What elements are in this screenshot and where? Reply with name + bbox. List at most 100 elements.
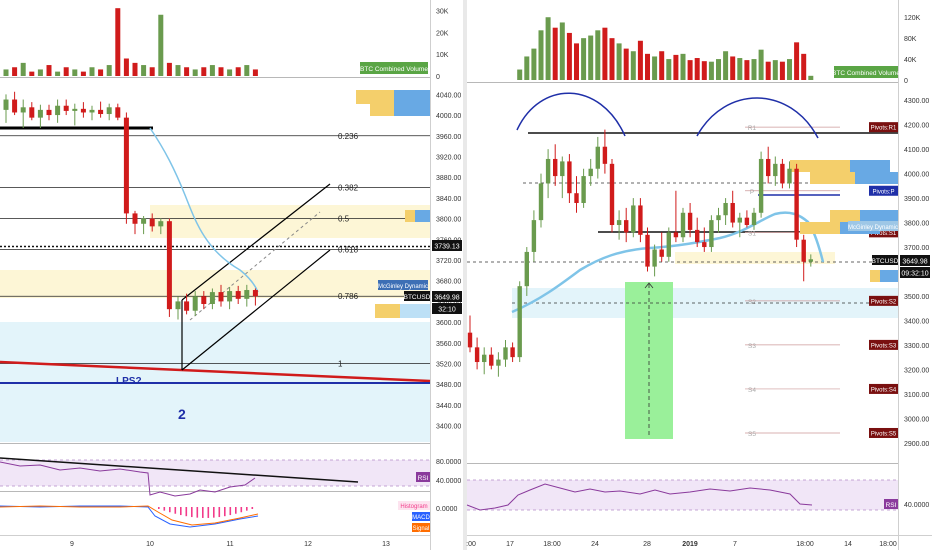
candle-body (20, 107, 26, 113)
pivot-tag-bg (869, 227, 898, 238)
pivot-tag: Pivots:S3 (871, 343, 897, 349)
candle-body (467, 332, 473, 348)
candle-body (787, 168, 792, 184)
volume-bar (616, 43, 622, 80)
candle-body (524, 251, 529, 287)
histogram-bar (229, 507, 232, 516)
candle-body (141, 218, 147, 224)
volume-bar (29, 71, 35, 76)
volume-profile-bar (375, 304, 400, 318)
pivot-tag-bg (869, 383, 898, 394)
pivot-tag-bg (869, 185, 898, 196)
volume-profile-bar (394, 104, 430, 116)
price-axis-label: 4000.00 (904, 172, 929, 179)
channel-lower-line (181, 249, 331, 371)
volume-profile-bar (800, 222, 840, 234)
right-mcginley-line (511, 211, 825, 314)
candle-body (758, 158, 764, 213)
candle-body (751, 212, 757, 226)
histogram-bar (235, 507, 237, 514)
volume-bar (545, 17, 551, 80)
candle-body (560, 161, 565, 177)
left-candles (3, 91, 258, 320)
rsi-trendline (0, 457, 359, 483)
candle-body (3, 99, 9, 110)
candle-body (517, 286, 522, 358)
candle-body (538, 183, 544, 221)
right-price-tag: BTCUSD 3649.98 09:32:10 (872, 255, 930, 278)
right-time-axis[interactable]: :00 17 18:00 24 28 2019 7 18:00 14 18:00 (466, 541, 897, 548)
candle-body (652, 249, 657, 267)
price-axis-label: 3920.00 (436, 154, 461, 161)
price-axis-label: 3400.00 (436, 424, 461, 431)
volume-profile-bar (830, 210, 860, 222)
volume-bar (20, 62, 26, 76)
left-chart-panel[interactable]: 0.236 0.382 0.5 0.618 0.786 1 LPS? 2 BTC Comb… (0, 0, 462, 550)
candle-body (29, 107, 35, 118)
price-axis-label: 3960.00 (436, 134, 461, 141)
candle-body (80, 108, 86, 113)
volume-bar (637, 40, 643, 80)
volume-profile-bar (405, 210, 415, 222)
candle-body (567, 161, 572, 194)
pivot-marker: R1 (748, 125, 757, 132)
pivot-tag-bg (869, 427, 898, 438)
price-axis-label: 4200.00 (904, 123, 929, 130)
volume-bar (566, 32, 572, 80)
channel-upper-line (181, 183, 331, 301)
histogram-bar (202, 507, 204, 518)
volume-profile-bar (880, 270, 898, 282)
candle-body (638, 205, 643, 235)
left-price-tag: 3649.98 32:10 (432, 291, 462, 314)
right-mcginley-tag: McGinley Dynamic (848, 221, 898, 231)
candle-body (482, 354, 487, 363)
right-chart-panel[interactable]: R1 Pivots:R1 P Pivots:P S1 Pivots:S1 S2 Pivots:… (466, 0, 932, 550)
volume-bar (794, 42, 800, 80)
price-axis-label: 3500.00 (904, 294, 929, 301)
candle-body (46, 109, 52, 116)
time-axis-label: 24 (591, 541, 599, 548)
volume-bar (89, 67, 95, 76)
signal-line (0, 505, 259, 526)
histogram-bar (207, 507, 210, 518)
volume-bar (723, 51, 729, 80)
volume-bar (517, 69, 523, 80)
candle-body (545, 158, 551, 184)
candle-body (89, 109, 95, 113)
histogram-bar (158, 507, 160, 509)
volume-bar (166, 62, 172, 76)
volume-axis-label: 20K (436, 30, 449, 37)
right-candles (467, 129, 813, 377)
candle-body (695, 229, 700, 243)
left-price-axis[interactable]: 4040.00 4000.00 3960.00 3920.00 3880.00 3840.… (436, 92, 461, 430)
volume-bar (588, 35, 594, 80)
volume-profile-bar (356, 90, 394, 104)
price-axis-label: 3440.00 (436, 403, 461, 410)
candle-body (201, 296, 207, 304)
volume-bar (141, 65, 147, 76)
candle-body (808, 259, 813, 262)
volume-bar (80, 71, 86, 76)
price-axis-label: 3000.00 (904, 416, 929, 423)
lps-label: LPS? (116, 376, 142, 387)
time-axis-label: 28 (643, 541, 651, 548)
volume-bar (716, 59, 721, 80)
candle-body (666, 232, 671, 257)
volume-bar (201, 67, 207, 76)
volume-bar (730, 56, 736, 80)
left-time-axis[interactable]: 9 10 11 12 13 (70, 541, 390, 548)
volume-bar (72, 69, 78, 76)
left-mcginley-tag: McGinley Dynamic (378, 280, 428, 290)
volume-bar (244, 65, 250, 76)
volume-bar (581, 38, 587, 80)
measured-move-arrow (644, 282, 654, 289)
pane-divider[interactable] (463, 0, 467, 550)
price-axis-label: 3300.00 (904, 343, 929, 350)
time-axis-label: 14 (844, 541, 852, 548)
candle-body (55, 105, 61, 116)
right-rsi-label: RSI (886, 502, 897, 509)
left-ticker-label: BTCUSD (404, 294, 431, 301)
volume-bar (758, 49, 764, 80)
volume-bar (559, 22, 565, 80)
histogram-bar (196, 507, 199, 518)
